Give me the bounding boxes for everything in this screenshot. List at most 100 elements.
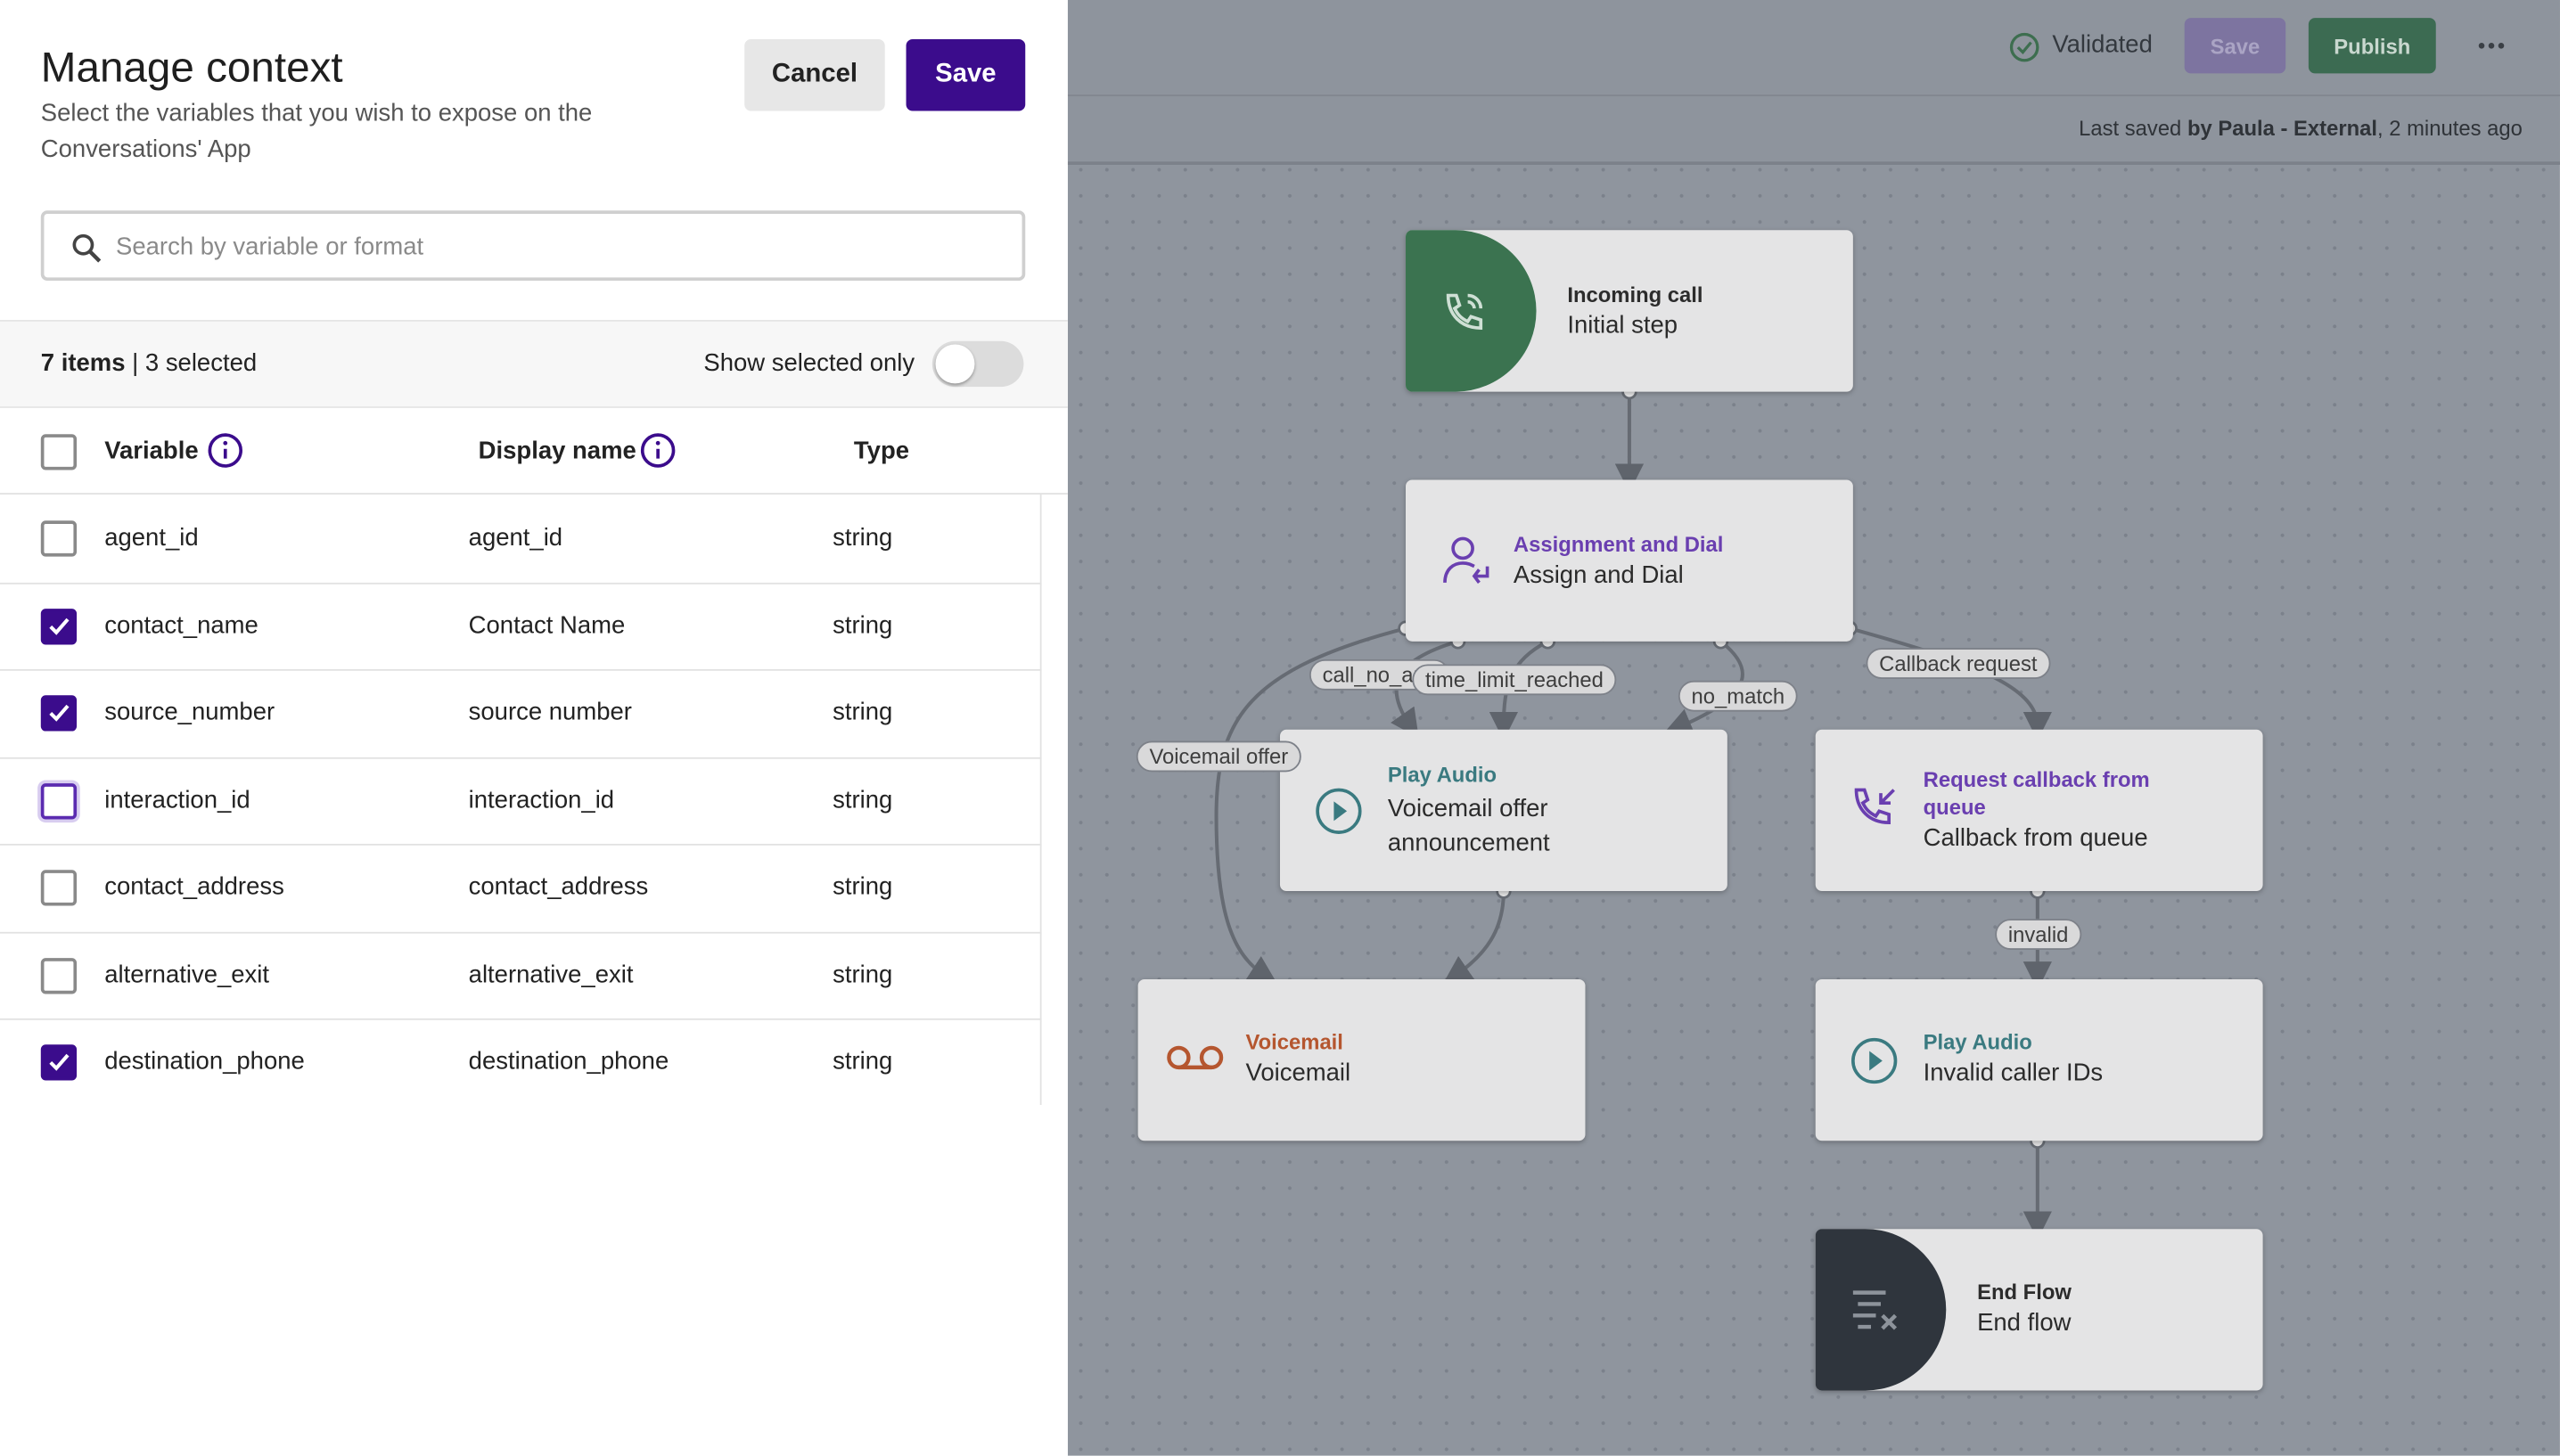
last-saved: Last saved by Paula - External, 2 minute… xyxy=(2079,116,2523,140)
node-category: End Flow xyxy=(1977,1279,2072,1305)
display-name: contact_address xyxy=(468,872,649,902)
node-title: Voicemail offer announcement xyxy=(1387,794,1550,857)
assign-icon xyxy=(1443,536,1489,584)
select-all-checkbox[interactable] xyxy=(40,434,78,470)
last-saved-label: Last saved xyxy=(2079,116,2182,141)
variable-table: agent_id agent_id string contact_name Contac… xyxy=(0,495,1068,1105)
node-title: End flow xyxy=(1977,1308,2072,1337)
row-divider xyxy=(0,581,1042,584)
flow-node[interactable]: Play Audio Invalid caller IDs xyxy=(1815,978,2263,1141)
row-checkbox[interactable] xyxy=(40,520,78,557)
node-title: Initial step xyxy=(1567,311,1678,339)
search-placeholder: Search by variable or format xyxy=(116,233,424,262)
row-divider xyxy=(0,843,1042,846)
row-divider xyxy=(0,756,1042,758)
variable-type: string xyxy=(833,872,893,902)
flow-node[interactable]: Voicemail Voicemail xyxy=(1137,978,1586,1141)
header-divider xyxy=(0,493,1068,495)
flow-node[interactable]: End Flow End flow xyxy=(1815,1229,2263,1391)
panel-subtitle: Select the variables that you wish to ex… xyxy=(40,99,593,164)
flow-node[interactable]: Assignment and Dial Assign and Dial xyxy=(1406,479,1853,642)
row-checkbox[interactable] xyxy=(40,1044,78,1081)
save-flow-button[interactable]: Save xyxy=(2184,18,2286,74)
node-title: Callback from queue xyxy=(1923,823,2148,853)
variable-name: contact_name xyxy=(104,610,258,640)
variable-type: string xyxy=(833,960,893,989)
play-icon xyxy=(1316,788,1362,834)
node-badge xyxy=(1406,230,1537,392)
display-name: alternative_exit xyxy=(468,960,634,989)
info-icon[interactable] xyxy=(208,432,243,468)
row-checkbox[interactable] xyxy=(40,608,78,644)
callback-icon xyxy=(1854,788,1895,824)
selected-count: | 3 selected xyxy=(132,348,258,378)
publish-button[interactable]: Publish xyxy=(2308,18,2436,74)
edge-label: Voicemail offer xyxy=(1136,740,1301,773)
variable-type: string xyxy=(833,1047,893,1076)
display-name: destination_phone xyxy=(468,1047,669,1076)
node-category: Voicemail xyxy=(1245,1029,1343,1055)
node-title: Invalid caller IDs xyxy=(1923,1059,2104,1087)
status: Validated xyxy=(2052,30,2153,59)
row-divider xyxy=(0,668,1042,671)
row-checkbox[interactable] xyxy=(40,782,78,819)
row-divider xyxy=(0,930,1042,933)
edge-label: time_limit_reached xyxy=(1412,664,1617,696)
summary-bar: 7 items | 3 selected Show selected only xyxy=(0,319,1068,408)
edge-label: Callback request xyxy=(1866,648,2051,679)
display-name: agent_id xyxy=(468,523,563,552)
cancel-button[interactable]: Cancel xyxy=(744,38,885,111)
last-saved-by: by Paula - External xyxy=(2187,116,2378,141)
check-mark xyxy=(49,1053,70,1071)
node-category: Play Audio xyxy=(1923,1029,2032,1055)
check-mark xyxy=(49,617,70,634)
save-button[interactable]: Save xyxy=(906,38,1026,111)
last-saved-time: , 2 minutes ago xyxy=(2377,116,2523,141)
column-header: Type xyxy=(853,437,910,466)
variable-name: alternative_exit xyxy=(104,960,270,989)
variable-type: string xyxy=(833,698,893,727)
row-checkbox[interactable] xyxy=(40,695,78,732)
flow-node[interactable]: Play Audio Voicemail offer announcement xyxy=(1279,729,1727,892)
toggle-knob xyxy=(935,344,975,384)
display-name: source number xyxy=(468,698,632,727)
display-name: Contact Name xyxy=(468,610,626,640)
item-count: 7 items | 3 selected xyxy=(41,349,257,377)
flow-node[interactable]: Incoming call Initial step xyxy=(1406,230,1853,392)
search-box[interactable]: Search by variable or format xyxy=(40,210,1026,282)
check-mark xyxy=(49,704,70,722)
display-name: interaction_id xyxy=(468,785,615,814)
validated-icon xyxy=(2009,32,2039,62)
voicemail-icon xyxy=(1167,1045,1224,1070)
flow-node[interactable]: Request callback from queue Callback fro… xyxy=(1815,729,2263,892)
info-icon[interactable] xyxy=(640,432,676,468)
search-icon xyxy=(72,233,102,263)
row-checkbox[interactable] xyxy=(40,957,78,994)
node-title: Voicemail xyxy=(1245,1059,1351,1087)
toggle-label: Show selected only xyxy=(703,348,915,378)
row-checkbox[interactable] xyxy=(40,870,78,906)
variable-type: string xyxy=(833,523,893,552)
variable-type: string xyxy=(833,610,893,640)
variable-type: string xyxy=(833,785,893,814)
node-category: Request callback from queue xyxy=(1923,766,2150,820)
column-header: Display name xyxy=(478,437,636,466)
node-badge xyxy=(1815,1229,1947,1391)
column-header: Variable xyxy=(104,437,199,466)
toggle[interactable] xyxy=(931,340,1024,388)
manage-context-panel: Manage context Select the variables that… xyxy=(0,0,1068,1456)
edge-label: no_match xyxy=(1678,680,1798,712)
top-bar: Validated Save Publish xyxy=(1067,0,2560,97)
scroll-divider xyxy=(1039,494,1042,1105)
variable-name: destination_phone xyxy=(104,1047,305,1076)
play-icon xyxy=(1851,1037,1898,1084)
more-menu[interactable] xyxy=(2475,36,2508,55)
edge-label: invalid xyxy=(1995,919,2082,950)
variable-name: source_number xyxy=(104,698,275,727)
node-category: Assignment and Dial xyxy=(1513,532,1724,557)
phone-icon xyxy=(1446,293,1483,330)
variable-name: interaction_id xyxy=(104,785,250,814)
node-title: Assign and Dial xyxy=(1513,561,1684,590)
node-category: Play Audio xyxy=(1387,762,1497,787)
